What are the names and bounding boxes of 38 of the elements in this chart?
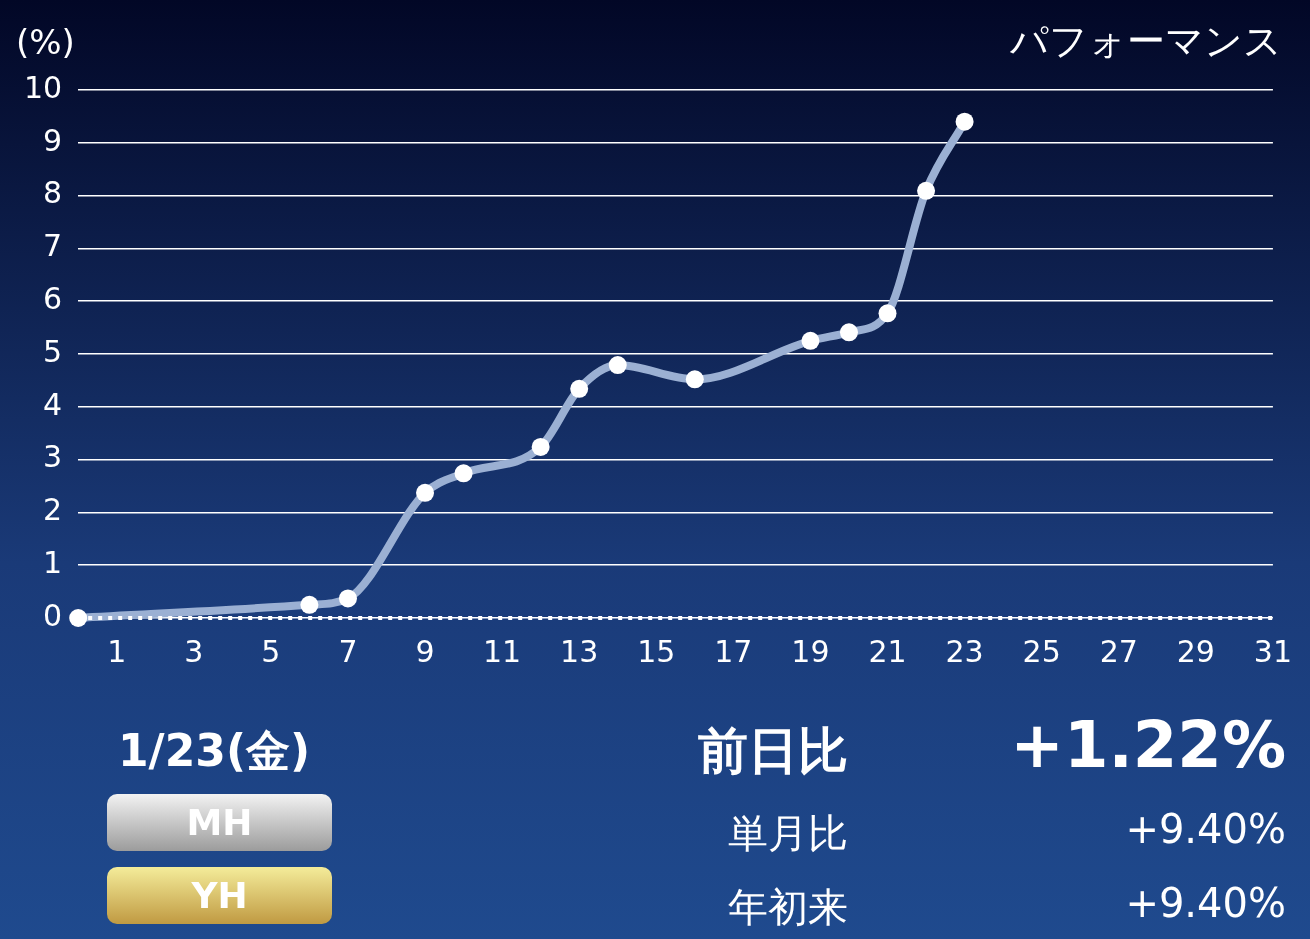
text: YH: [107, 867, 332, 924]
y-tick-label: 3: [43, 439, 63, 475]
text: 単月比: [728, 809, 848, 858]
y-tick-label: 5: [43, 333, 63, 369]
x-tick-label: 11: [483, 633, 522, 669]
text: 1/23(金): [118, 724, 311, 778]
x-tick-label: 27: [1099, 633, 1138, 669]
text: MH: [107, 794, 332, 851]
y-tick-label: 9: [43, 122, 63, 158]
y-tick-label: 7: [43, 228, 63, 264]
text: 前日比: [698, 721, 848, 782]
x-tick-label: 17: [714, 633, 753, 669]
y-tick-label: 2: [43, 492, 63, 528]
x-tick-label: 7: [338, 633, 358, 669]
x-tick-label: 31: [1253, 633, 1293, 669]
x-tick-label: 21: [868, 633, 907, 669]
text: +9.40%: [1125, 806, 1286, 852]
x-tick-label: 25: [1022, 633, 1061, 669]
text: +9.40%: [1125, 880, 1286, 926]
y-tick-label: 10: [23, 69, 63, 105]
text: 年初来: [728, 883, 848, 932]
chart-title: パフォーマンス: [1010, 18, 1282, 65]
y-tick-label: 0: [43, 597, 63, 633]
x-tick-label: 15: [637, 633, 676, 669]
x-tick-label: 23: [945, 633, 984, 669]
x-tick-label: 9: [415, 633, 435, 669]
y-tick-label: 1: [43, 545, 63, 580]
x-tick-label: 13: [560, 633, 599, 669]
y-tick-label: 8: [43, 175, 63, 211]
y-axis-title: (%): [16, 22, 75, 62]
x-tick-label: 19: [791, 633, 830, 669]
x-tick-label: 29: [1176, 633, 1215, 669]
x-tick-label: 3: [184, 633, 204, 669]
text: +1.22%: [1010, 708, 1286, 782]
y-tick-label: 4: [43, 386, 63, 422]
y-tick-label: 6: [43, 281, 63, 316]
x-tick-label: 1: [107, 633, 127, 669]
x-tick-label: 5: [261, 633, 281, 669]
